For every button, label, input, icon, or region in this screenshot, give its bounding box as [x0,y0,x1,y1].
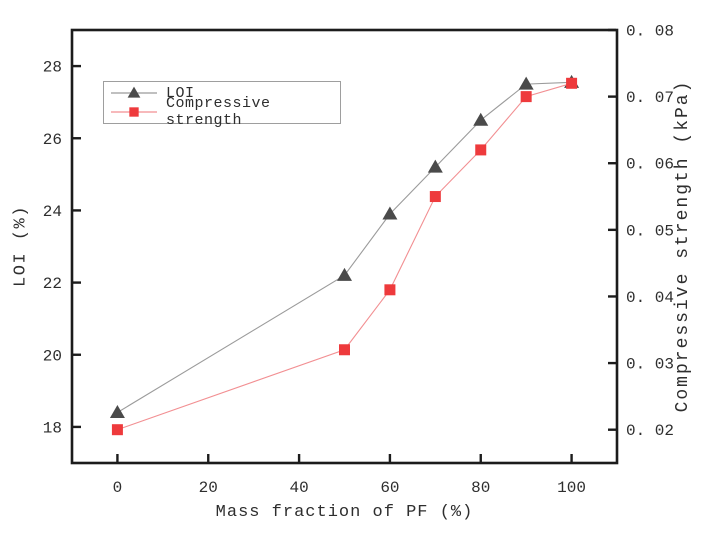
left-y-tick-label: 22 [43,275,62,293]
series-line [117,81,572,413]
legend-item-loi: LOI [104,84,340,103]
left-y-tick-label: 26 [43,131,62,149]
right-y-tick-label: 0. 03 [626,356,674,374]
right-y-tick-label: 0. 05 [626,222,674,240]
x-tick-label: 20 [199,479,218,497]
x-tick-label: 40 [289,479,308,497]
right-y-tick-label: 0. 07 [626,89,674,107]
series-compressive-strength [111,77,578,436]
data-point-marker [566,77,578,89]
data-point-marker [475,144,487,156]
left-y-axis-title: LOI (%) [11,205,31,287]
series-line [117,82,572,431]
right-y-tick-label: 0. 08 [626,23,674,41]
data-point-marker [429,191,441,203]
left-y-tick-label: 18 [43,419,62,437]
data-point-marker [109,404,125,418]
legend-item-compressive-strength: Compressive strength [104,95,340,129]
left-y-tick-label: 28 [43,59,62,77]
left-y-tick-label: 20 [43,347,62,365]
right-y-tick-label: 0. 04 [626,289,674,307]
loi-triangle-marker-icon [111,86,157,98]
data-point-marker [518,76,534,90]
compressive-strength-square-marker-icon [111,107,157,117]
right-y-axis-title: Compressive strength (kPa) [673,79,693,413]
data-point-marker [427,159,443,173]
data-point-marker [473,112,489,126]
x-axis-title: Mass fraction of PF (%) [215,503,474,522]
legend-label-loi: LOI [166,84,195,102]
data-point-marker [111,424,123,436]
right-y-tick-label: 0. 06 [626,156,674,174]
x-tick-label: 0 [113,479,123,497]
data-point-marker [520,91,532,103]
plot-frame [70,28,619,465]
legend-key-marker [129,107,139,117]
data-point-marker [384,284,396,296]
data-point-marker [339,344,350,356]
legend: LOI Compressive strength [103,81,341,129]
left-y-tick-label: 24 [43,203,62,221]
x-tick-label: 60 [380,479,399,497]
legend-label-compressive-strength: Compressive strength [166,95,271,129]
data-point-marker [382,206,398,220]
data-point-marker [337,267,352,281]
legend-key-marker [127,86,141,98]
right-y-tick-label: 0. 02 [626,422,674,440]
x-tick-label: 100 [557,479,586,497]
x-tick-label: 80 [471,479,490,497]
